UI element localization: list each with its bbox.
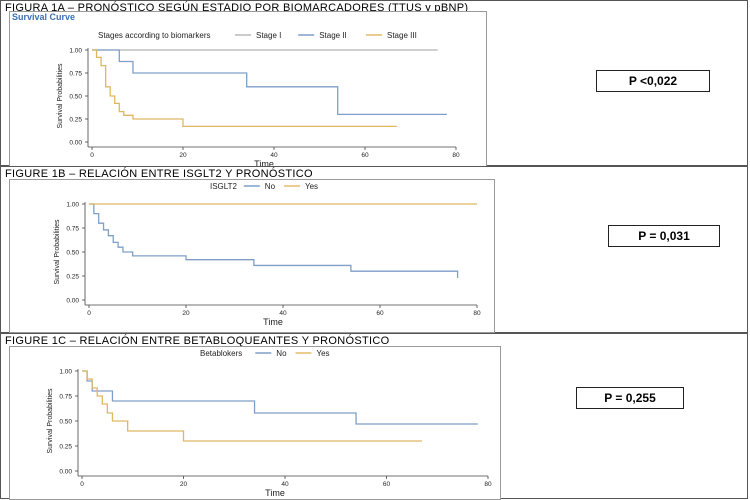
- x-tick-label: 60: [383, 481, 391, 488]
- figure-1c-plot-frame: 0.00 0.25 0.50 0.75 1.00 0 20 40 60 80 Time Surviva…: [9, 346, 501, 500]
- y-tick-label: 0.75: [66, 226, 79, 233]
- y-tick-label: 1.00: [69, 48, 82, 55]
- x-tick-label: 40: [270, 152, 278, 159]
- legend-item: Stage II: [319, 31, 347, 40]
- figure-1c-title: FIGURE 1C – RELACIÓN ENTRE BETABLOQUEANT…: [5, 335, 390, 347]
- x-tick-label: 0: [80, 481, 84, 488]
- chart-1b: 0.00 0.25 0.50 0.75 1.00 0 20 40 60 80 Time Surviva…: [54, 182, 481, 327]
- series-line: [82, 370, 478, 425]
- y-tick-label: 0.25: [59, 444, 72, 451]
- x-tick-label: 20: [179, 152, 187, 159]
- series-line: [92, 49, 397, 128]
- figure-1b-plot-frame: 0.00 0.25 0.50 0.75 1.00 0 20 40 60 80 Time Surviva…: [9, 179, 495, 333]
- x-tick-label: 20: [180, 481, 188, 488]
- survival-curve-subtitle: Survival Curve: [12, 12, 76, 22]
- y-tick-label: 0.00: [66, 298, 79, 305]
- x-tick-label: 0: [87, 310, 91, 317]
- y-axis-label: Survival Probabilities: [54, 219, 61, 284]
- x-tick-label: 80: [473, 310, 481, 317]
- y-axis-label: Survival Probabilities: [47, 388, 54, 453]
- series-line: [82, 370, 423, 442]
- legend-title: ISGLT2: [210, 182, 238, 191]
- chart-1c: 0.00 0.25 0.50 0.75 1.00 0 20 40 60 80 Time Surviva…: [47, 349, 492, 498]
- x-tick-label: 60: [361, 152, 369, 159]
- x-tick-label: 60: [376, 310, 384, 317]
- legend-item: No: [265, 182, 276, 191]
- figure-1a-panel: FIGURA 1A – PRONÓSTICO SEGÚN ESTADIO POR…: [0, 0, 748, 169]
- legend-item: Yes: [305, 182, 318, 191]
- series-line: [89, 203, 459, 278]
- figure-1b-title: FIGURE 1B – RELACIÓN ENTRE ISGLT2 Y PRON…: [5, 168, 313, 180]
- legend-item: No: [276, 349, 287, 358]
- y-tick-label: 0.50: [69, 94, 82, 101]
- x-tick-label: 20: [182, 310, 190, 317]
- x-tick-label: 40: [279, 310, 287, 317]
- y-tick-label: 0.00: [69, 140, 82, 147]
- chart-1a: 0.00 0.25 0.50 0.75 1.00 0 20 40 60 80 Time Surviva…: [57, 31, 460, 169]
- x-axis-label: Time: [263, 317, 283, 327]
- p-value-box-1c: P = 0,255: [576, 387, 684, 409]
- y-tick-label: 0.25: [69, 117, 82, 124]
- y-tick-label: 0.75: [59, 394, 72, 401]
- x-axis-label: Time: [254, 159, 274, 169]
- p-value-box-1a: P <0,022: [596, 70, 710, 92]
- y-axis-label: Survival Probabilities: [57, 63, 64, 128]
- legend-item: Yes: [317, 349, 330, 358]
- figure-1a-plot-frame: Survival Curve 0.00 0.25 0.50 0.75 1.00 0 20 40…: [9, 11, 487, 169]
- y-tick-label: 0.75: [69, 71, 82, 78]
- y-tick-label: 0.50: [59, 419, 72, 426]
- y-tick-label: 0.00: [59, 469, 72, 476]
- y-tick-label: 1.00: [59, 369, 72, 376]
- x-tick-label: 0: [90, 152, 94, 159]
- x-tick-label: 40: [281, 481, 289, 488]
- x-tick-label: 80: [452, 152, 460, 159]
- legend-item: Stage III: [387, 31, 417, 40]
- x-tick-label: 80: [484, 481, 492, 488]
- legend-item: Stage I: [256, 31, 281, 40]
- p-value-box-1b: P = 0,031: [608, 225, 720, 247]
- x-axis-label: Time: [265, 488, 285, 498]
- legend-title: Stages according to biomarkers: [98, 31, 211, 40]
- series-line: [92, 49, 447, 116]
- y-tick-label: 1.00: [66, 202, 79, 209]
- figure-1c-panel: FIGURE 1C – RELACIÓN ENTRE BETABLOQUEANT…: [0, 333, 748, 500]
- y-tick-label: 0.50: [66, 250, 79, 257]
- legend-title: Betablokers: [200, 349, 242, 358]
- figure-1b-panel: FIGURE 1B – RELACIÓN ENTRE ISGLT2 Y PRON…: [0, 166, 748, 333]
- y-tick-label: 0.25: [66, 274, 79, 281]
